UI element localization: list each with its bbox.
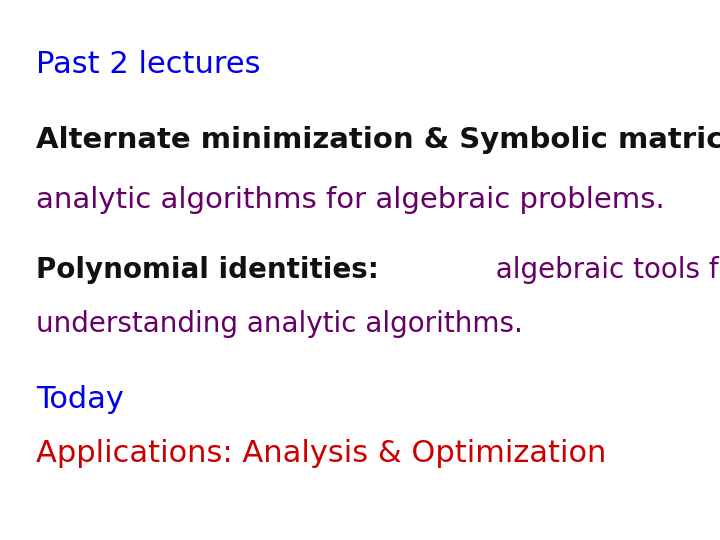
Text: Applications: Analysis & Optimization: Applications: Analysis & Optimization <box>36 439 606 468</box>
Text: Past 2 lectures: Past 2 lectures <box>36 50 261 79</box>
Text: Alternate minimization & Symbolic matrices:: Alternate minimization & Symbolic matric… <box>36 126 720 154</box>
Text: understanding analytic algorithms.: understanding analytic algorithms. <box>36 310 523 338</box>
Text: Today: Today <box>36 385 124 414</box>
Text: analytic algorithms for algebraic problems.: analytic algorithms for algebraic proble… <box>36 186 665 214</box>
Text: Polynomial identities:: Polynomial identities: <box>36 256 379 284</box>
Text: algebraic tools for: algebraic tools for <box>478 256 720 284</box>
